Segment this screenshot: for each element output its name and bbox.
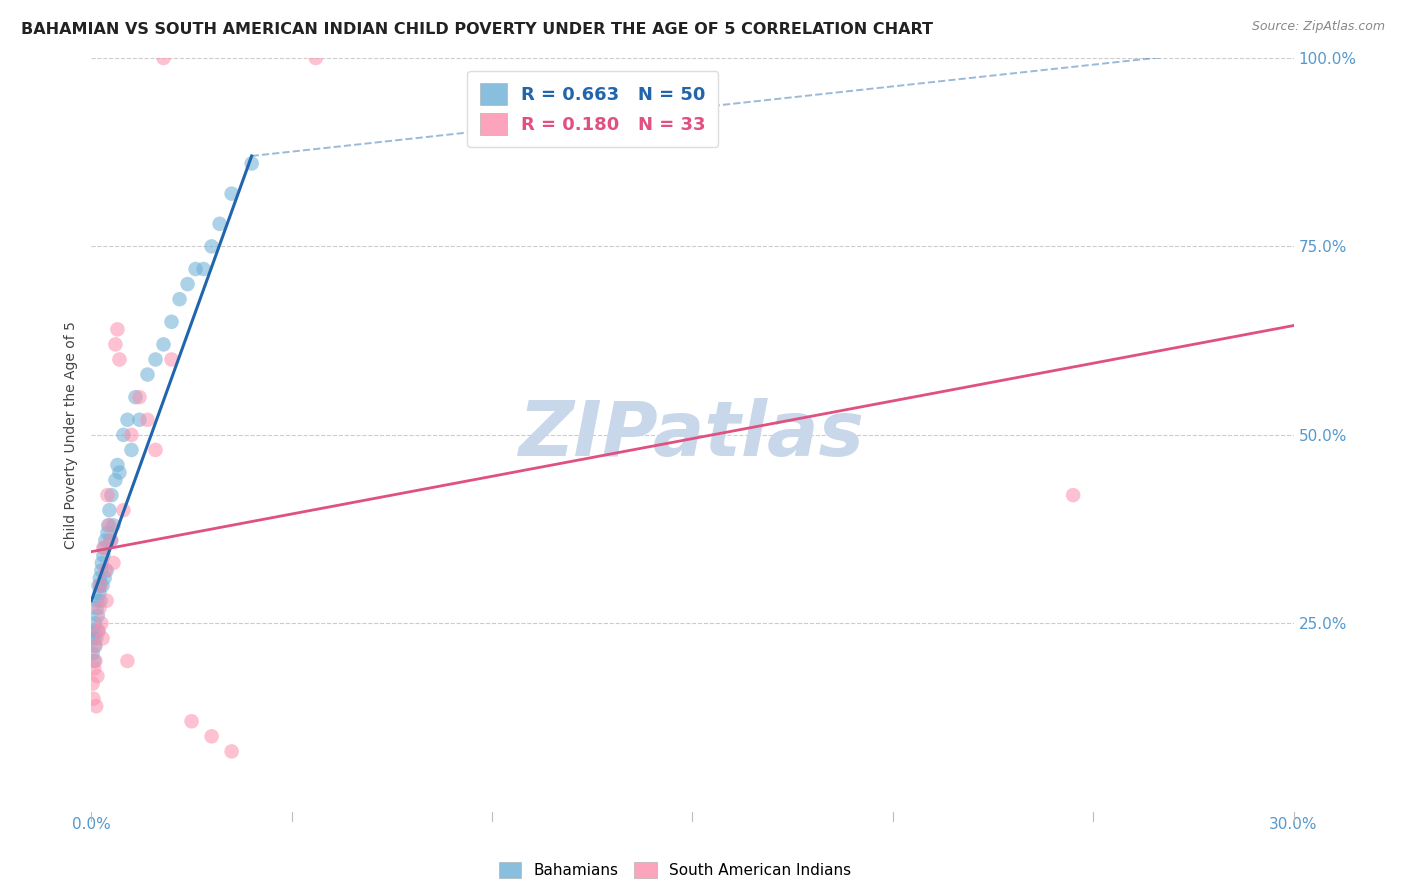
Point: [240, 156, 263, 170]
Point: [86, 593, 108, 607]
Point: [91, 632, 114, 646]
Point: [94, 533, 117, 548]
Point: [96, 488, 118, 502]
Point: [93, 541, 115, 555]
Point: [121, 442, 143, 457]
Point: [128, 390, 150, 404]
Point: [89, 601, 111, 615]
Text: BAHAMIAN VS SOUTH AMERICAN INDIAN CHILD POVERTY UNDER THE AGE OF 5 CORRELATION C: BAHAMIAN VS SOUTH AMERICAN INDIAN CHILD …: [21, 22, 934, 37]
Point: [83, 624, 105, 638]
Point: [201, 730, 224, 744]
Point: [89, 579, 111, 593]
Point: [98, 518, 121, 533]
Point: [1062, 488, 1084, 502]
Point: [98, 503, 121, 517]
Point: [94, 564, 117, 578]
Point: [121, 428, 143, 442]
Point: [108, 352, 131, 367]
Point: [91, 579, 114, 593]
Point: [104, 473, 127, 487]
Point: [107, 458, 129, 472]
Point: [86, 669, 108, 683]
Point: [83, 639, 105, 653]
Point: [117, 654, 139, 668]
Point: [107, 322, 129, 336]
Point: [84, 616, 107, 631]
Point: [96, 525, 118, 540]
Point: [104, 337, 127, 351]
Text: ZIPatlas: ZIPatlas: [519, 398, 866, 472]
Point: [84, 654, 107, 668]
Point: [87, 624, 110, 638]
Point: [86, 601, 108, 615]
Point: [84, 639, 107, 653]
Point: [305, 51, 328, 65]
Point: [84, 699, 107, 714]
Point: [176, 277, 198, 292]
Point: [103, 518, 125, 533]
Point: [145, 442, 167, 457]
Point: [160, 315, 183, 329]
Point: [193, 262, 215, 277]
Point: [208, 217, 231, 231]
Point: [152, 337, 174, 351]
Point: [82, 691, 104, 706]
Text: Source: ZipAtlas.com: Source: ZipAtlas.com: [1251, 20, 1385, 33]
Point: [90, 556, 112, 570]
Point: [221, 186, 243, 201]
Point: [90, 616, 112, 631]
Point: [87, 624, 110, 638]
Point: [82, 632, 104, 646]
Point: [90, 593, 112, 607]
Point: [93, 541, 115, 555]
Point: [136, 368, 159, 382]
Point: [100, 533, 122, 548]
Point: [87, 608, 110, 623]
Point: [169, 292, 191, 306]
Point: [96, 593, 118, 607]
Point: [93, 571, 115, 585]
Point: [82, 676, 104, 690]
Point: [89, 571, 111, 585]
Point: [83, 654, 105, 668]
Point: [124, 390, 146, 404]
Point: [152, 51, 174, 65]
Point: [84, 632, 107, 646]
Point: [97, 518, 120, 533]
Point: [184, 262, 207, 277]
Point: [93, 549, 115, 563]
Point: [112, 503, 135, 517]
Point: [136, 413, 159, 427]
Point: [89, 579, 111, 593]
Y-axis label: Child Poverty Under the Age of 5: Child Poverty Under the Age of 5: [65, 321, 79, 549]
Point: [221, 744, 243, 758]
Point: [201, 239, 224, 253]
Point: [82, 647, 104, 661]
Point: [117, 413, 139, 427]
Point: [100, 533, 122, 548]
Point: [83, 661, 105, 675]
Point: [100, 488, 122, 502]
Point: [160, 352, 183, 367]
Point: [96, 564, 118, 578]
Legend: Bahamians, South American Indians: Bahamians, South American Indians: [492, 856, 858, 884]
Point: [87, 579, 110, 593]
Point: [112, 428, 135, 442]
Point: [89, 586, 111, 600]
Point: [103, 556, 125, 570]
Point: [108, 466, 131, 480]
Point: [128, 413, 150, 427]
Legend: R = 0.663   N = 50, R = 0.180   N = 33: R = 0.663 N = 50, R = 0.180 N = 33: [467, 70, 718, 147]
Point: [180, 714, 202, 729]
Point: [145, 352, 167, 367]
Point: [90, 564, 112, 578]
